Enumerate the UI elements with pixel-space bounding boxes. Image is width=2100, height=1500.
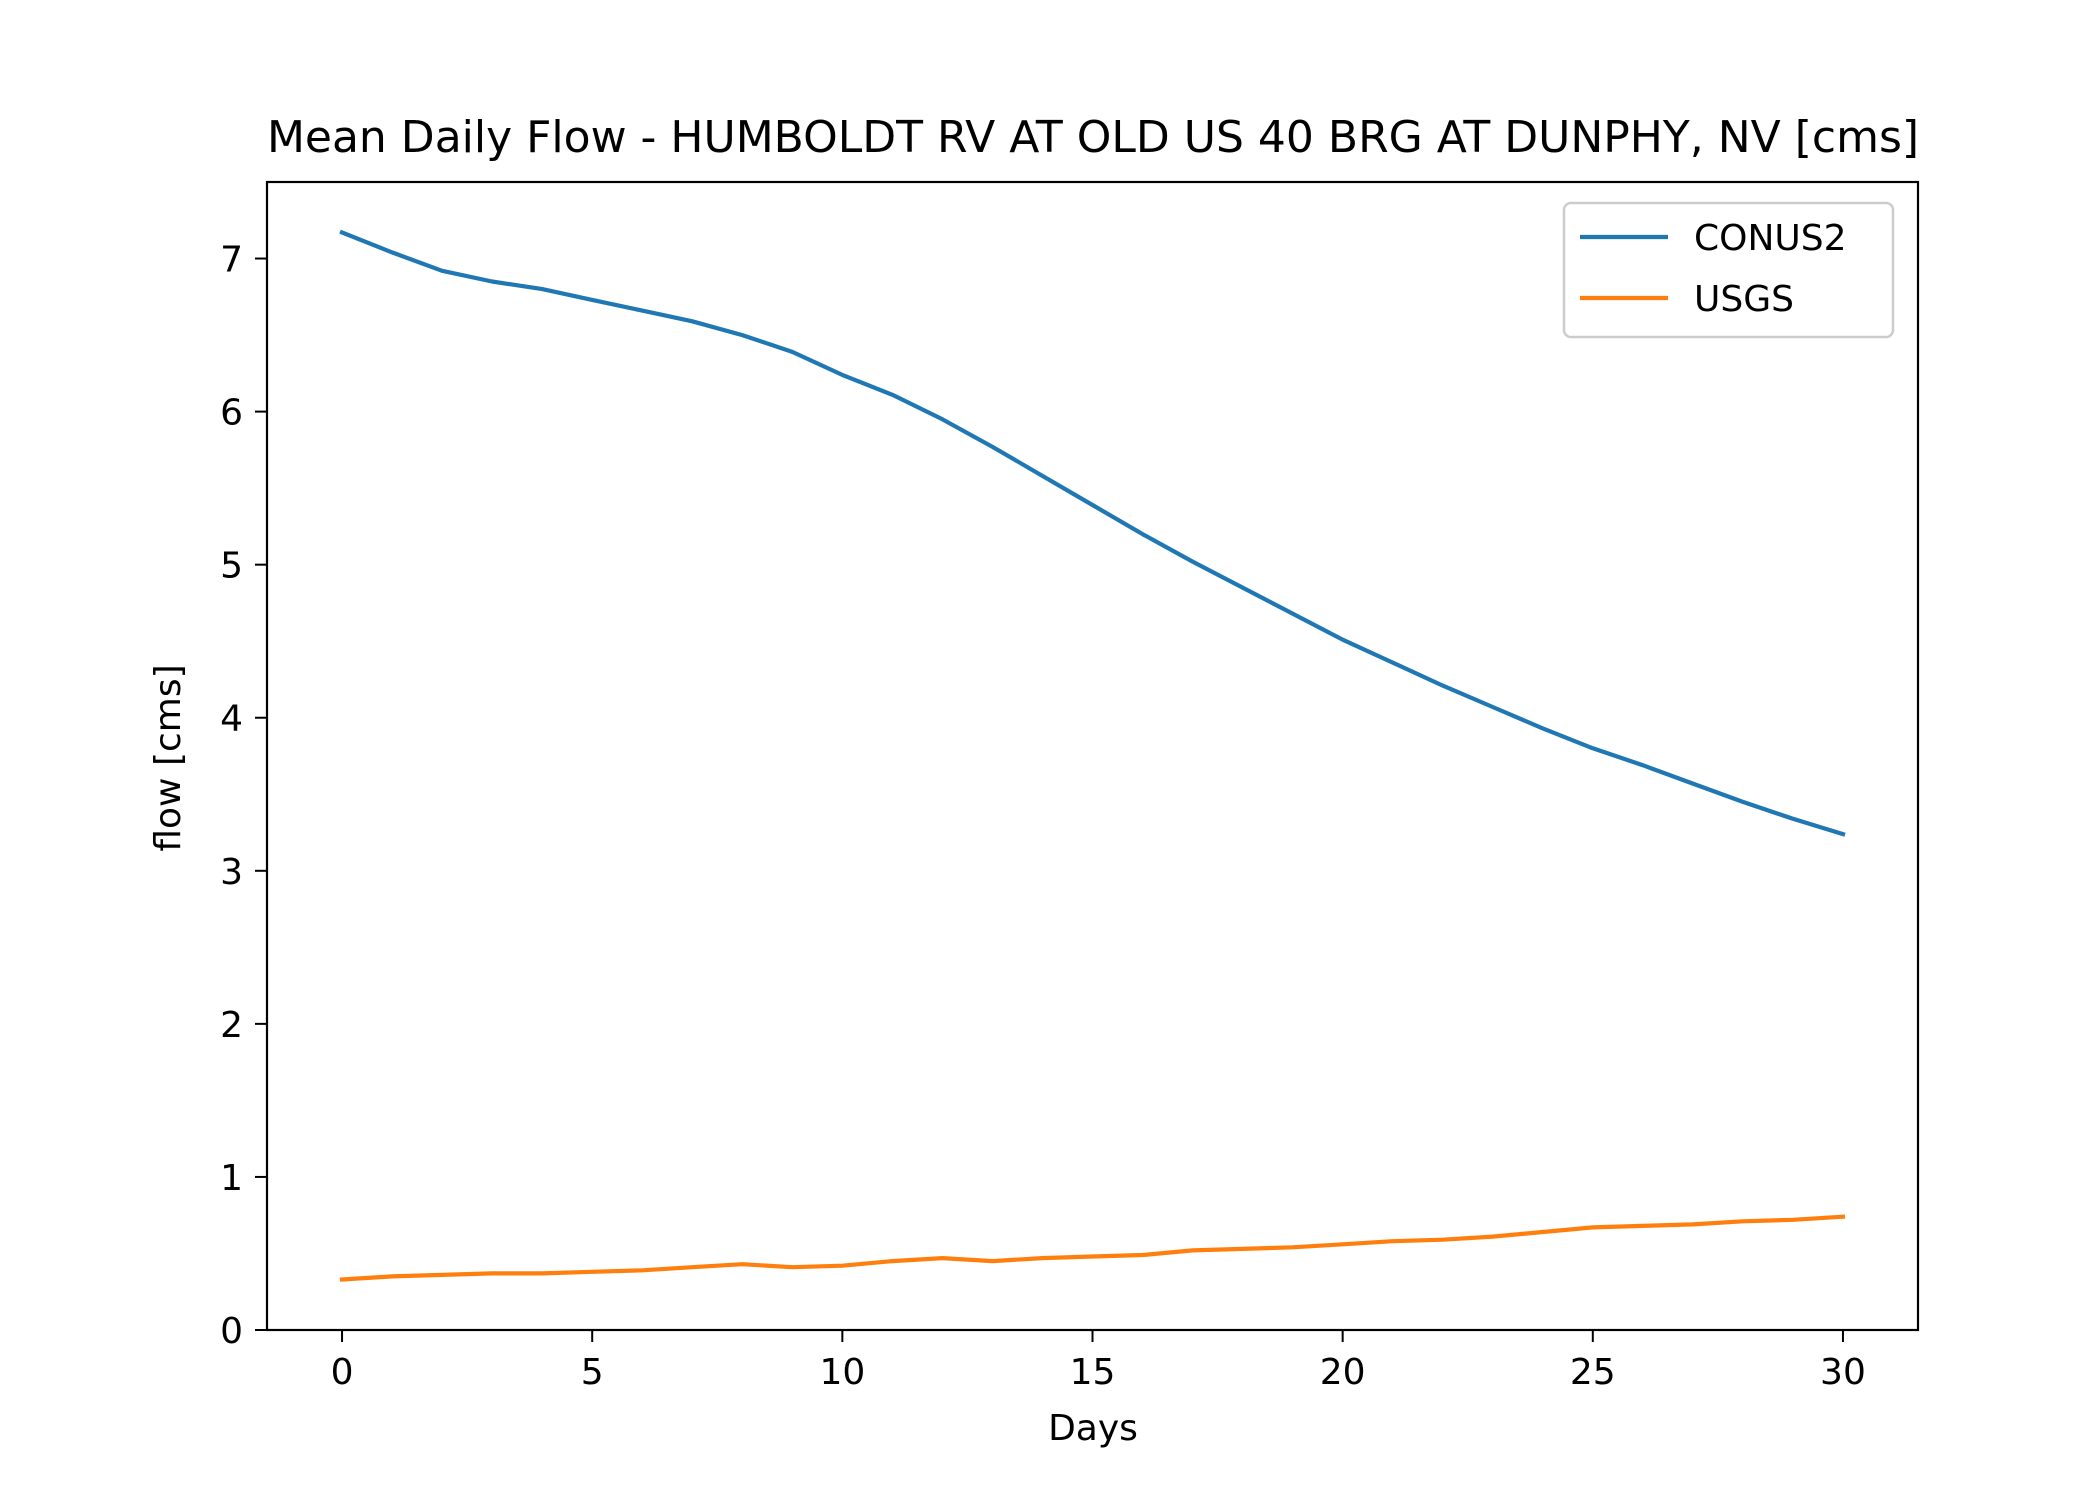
chart-title: Mean Daily Flow - HUMBOLDT RV AT OLD US … [267,112,1919,163]
x-tick-label: 10 [819,1352,865,1393]
x-tick-label: 5 [581,1352,604,1393]
x-axis-label: Days [1048,1408,1138,1449]
series-line-usgs [339,1214,1846,1282]
y-axis-label: flow [cms] [148,664,189,851]
y-tick-label: 4 [220,699,243,740]
y-tick-label: 1 [220,1158,243,1199]
y-tick-label: 6 [220,393,243,434]
x-tick-label: 30 [1820,1352,1866,1393]
legend-label-usgs: USGS [1694,279,1794,320]
y-tick-label: 5 [220,546,243,587]
plot-frame [265,180,1920,1332]
y-tick-label: 2 [220,1005,243,1046]
y-tick-label: 7 [220,240,243,281]
x-tick-label: 25 [1570,1352,1616,1393]
x-tick-label: 15 [1070,1352,1116,1393]
y-axis: 0 1 2 3 4 5 6 7 [220,240,267,1352]
x-axis: 0 5 10 15 20 25 30 [331,1330,1866,1393]
x-tick-label: 20 [1320,1352,1366,1393]
series-line-conus2 [339,229,1846,837]
y-tick-label: 3 [220,852,243,893]
x-tick-label: 0 [331,1352,354,1393]
legend-label-conus2: CONUS2 [1694,218,1847,259]
plot-area [265,180,1920,1332]
y-tick-label: 0 [220,1311,243,1352]
legend: CONUS2 USGS [1562,201,1895,339]
